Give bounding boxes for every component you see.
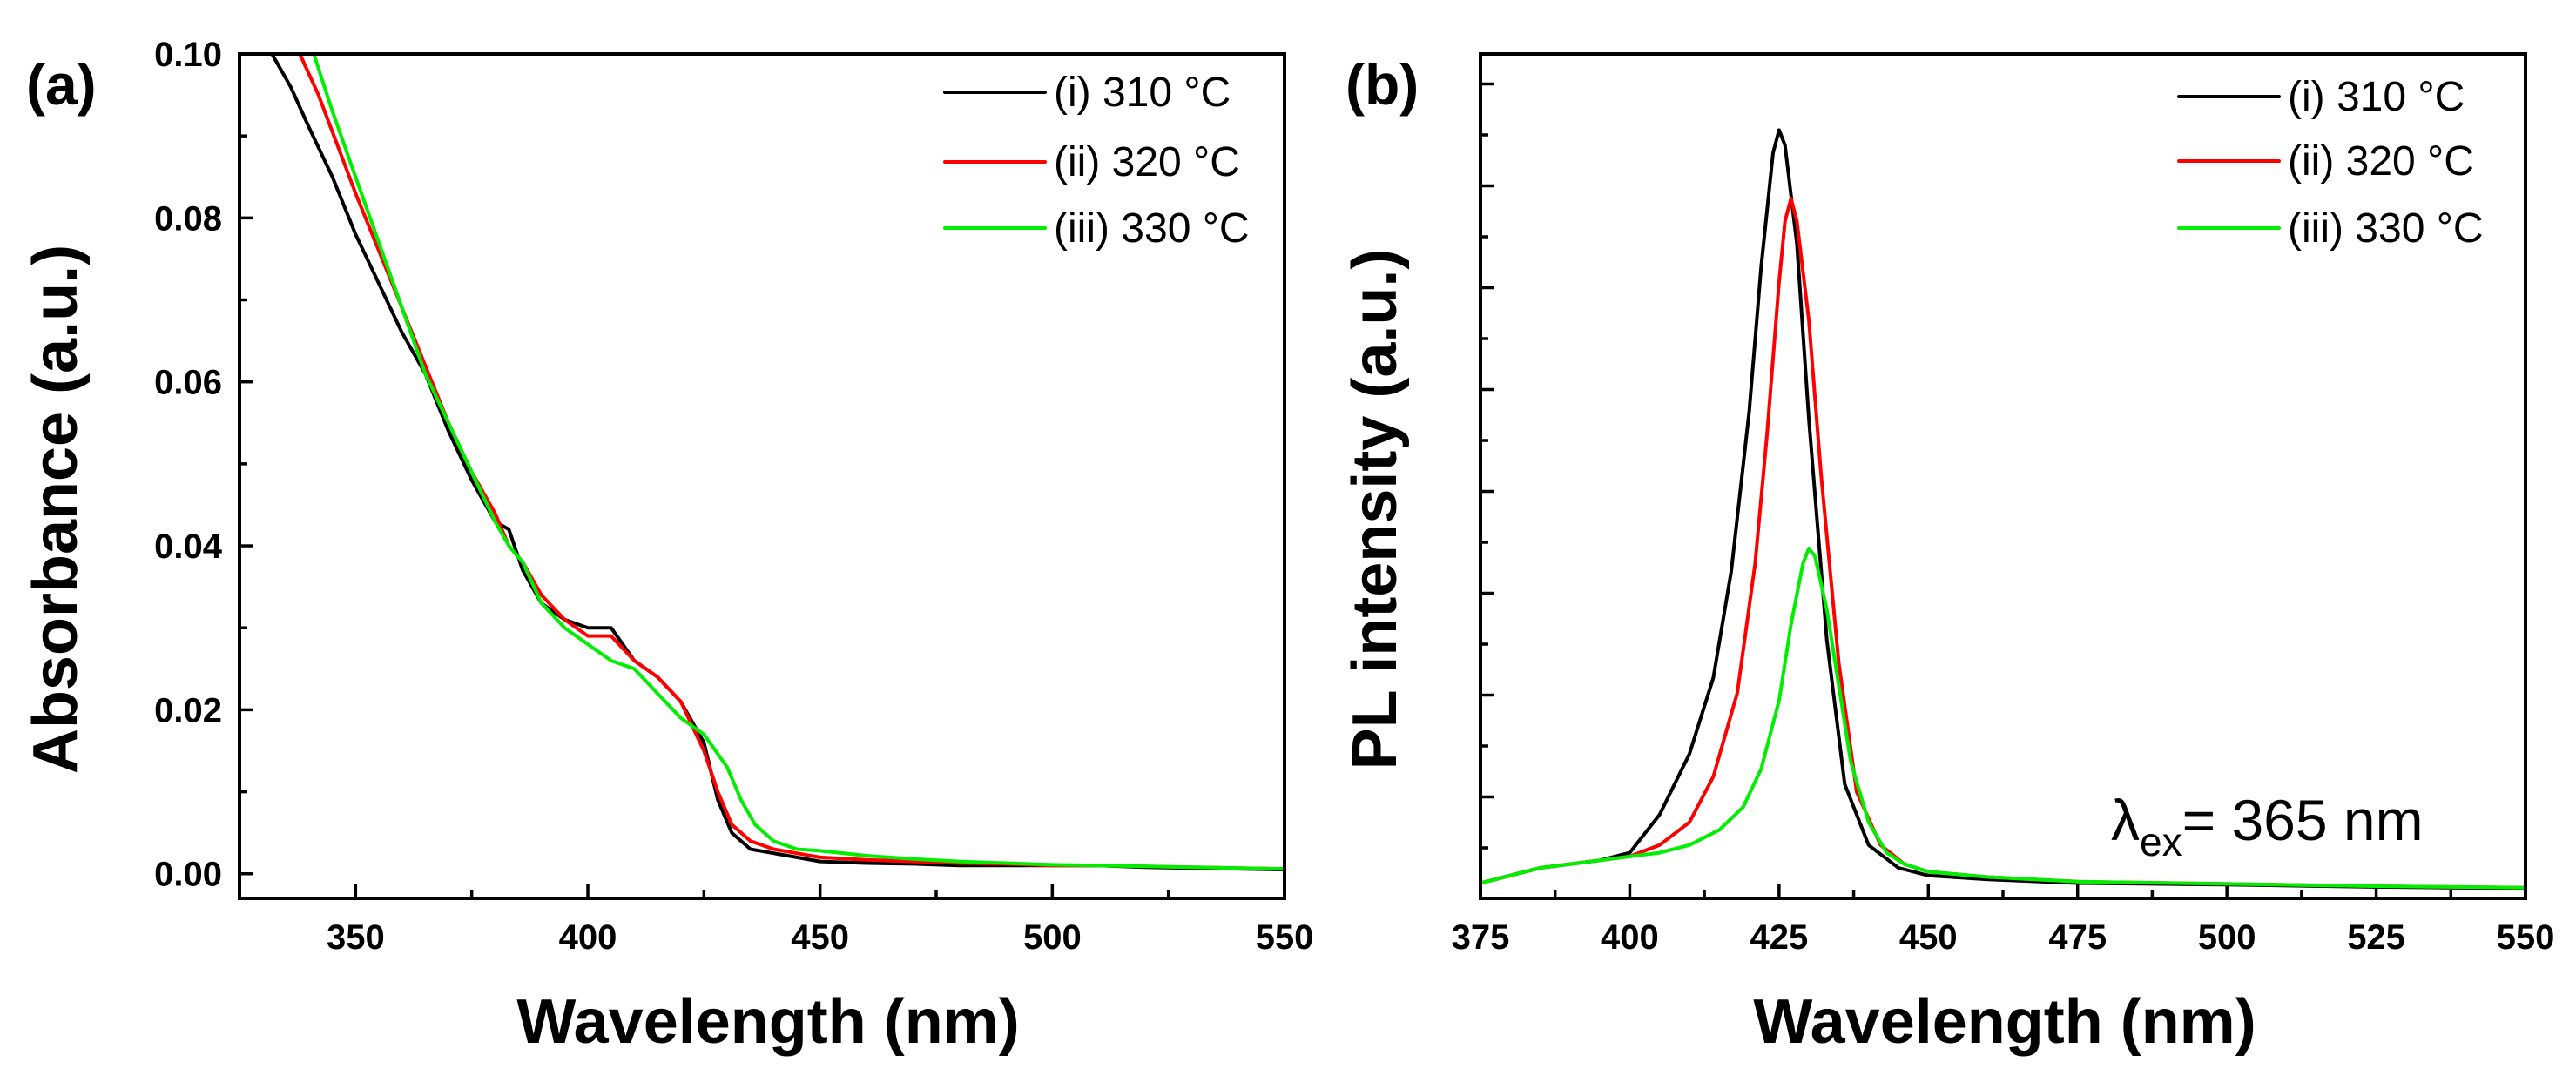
x-tick-label: 550 <box>1256 918 1314 957</box>
y-tick-label: 0.08 <box>154 199 222 238</box>
panel-a-legend-label-ii: (ii) 320 °C <box>1054 139 1240 185</box>
y-tick-label: 0.10 <box>154 36 222 74</box>
panel-a: (a) Absorbance (a.u.) Wavelength (nm) 35… <box>21 36 1313 1057</box>
panel-b-y-axis-label: PL intensity (a.u.) <box>1340 249 1410 770</box>
panel-b: (b) PL intensity (a.u.) Wavelength (nm) … <box>1340 52 2554 1057</box>
x-tick-label: 425 <box>1750 918 1808 957</box>
panel-a-label: (a) <box>26 52 97 117</box>
panel-b-legend-label-iii: (iii) 330 °C <box>2288 205 2484 252</box>
panel-b-label: (b) <box>1345 52 1419 117</box>
excitation-wavelength-annotation: λex= 365 nm <box>2111 788 2424 864</box>
x-tick-label: 450 <box>791 918 849 957</box>
panel-a-axes-frame <box>238 52 1286 900</box>
panel-a-legend-label-iii: (iii) 330 °C <box>1054 205 1250 252</box>
panel-a-ticks: 350 400 450 500 550 0.00 0.02 0.04 0.06 0.08 0.10 <box>154 36 1313 957</box>
y-tick-label: 0.04 <box>154 528 223 566</box>
x-tick-label: 500 <box>1023 918 1082 957</box>
panel-a-legend: (i) 310 °C (ii) 320 °C (iii) 330 °C <box>943 70 1250 252</box>
panel-b-legend: (i) 310 °C (ii) 320 °C (iii) 330 °C <box>2177 74 2484 252</box>
lambda-value: = 365 nm <box>2182 788 2424 852</box>
panel-b-legend-label-i: (i) 310 °C <box>2288 74 2465 120</box>
panel-a-y-axis-label: Absorbance (a.u.) <box>21 245 91 774</box>
x-tick-label: 450 <box>1899 918 1958 957</box>
panel-a-plot-area <box>270 52 1286 871</box>
series-line-iii <box>312 52 1286 871</box>
panel-b-x-axis-label: Wavelength (nm) <box>1753 987 2256 1057</box>
x-tick-label: 525 <box>2347 918 2405 957</box>
y-tick-label: 0.02 <box>154 691 222 729</box>
panel-b-plot-area <box>1479 128 2527 890</box>
panel-b-axes-frame <box>1479 52 2527 900</box>
panel-b-ticks: 375 400 425 450 475 500 525 550 <box>1452 82 2555 957</box>
x-tick-label: 475 <box>2048 918 2107 957</box>
lambda-subscript: ex <box>2140 819 2182 864</box>
panel-a-x-axis-label: Wavelength (nm) <box>516 987 1019 1057</box>
series-line-ii <box>1479 197 2527 890</box>
series-line-iii <box>1479 547 2527 890</box>
x-tick-label: 500 <box>2198 918 2256 957</box>
y-tick-label: 0.00 <box>154 856 222 894</box>
lambda-symbol: λ <box>2111 788 2140 852</box>
x-tick-label: 400 <box>1601 918 1659 957</box>
panel-b-legend-label-ii: (ii) 320 °C <box>2288 138 2474 185</box>
x-tick-label: 400 <box>559 918 617 957</box>
y-tick-label: 0.06 <box>154 364 222 402</box>
panel-a-legend-label-i: (i) 310 °C <box>1054 70 1231 116</box>
x-tick-label: 375 <box>1452 918 1510 957</box>
x-tick-label: 550 <box>2497 918 2555 957</box>
series-line-i <box>1479 128 2527 890</box>
x-tick-label: 350 <box>327 918 385 957</box>
